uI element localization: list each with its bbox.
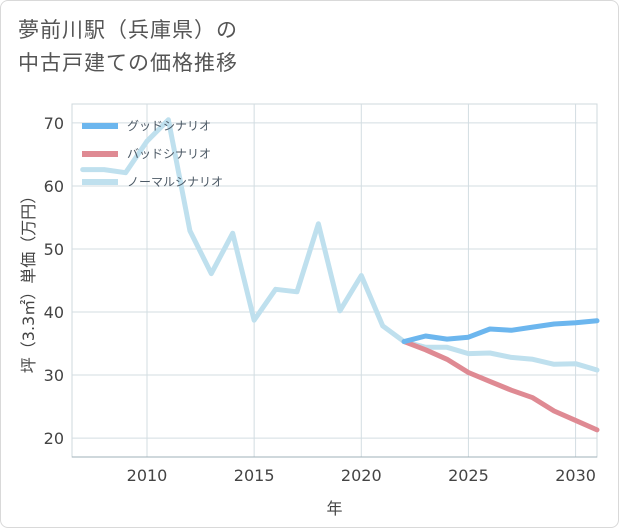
legend-label-2: ノーマルシナリオ	[127, 175, 223, 189]
x-tick-label: 2010	[127, 466, 168, 485]
y-tick-label: 20	[44, 429, 64, 448]
x-axis-label: 年	[326, 499, 342, 518]
x-tick-label: 2020	[341, 466, 382, 485]
grid	[71, 103, 598, 458]
chart-title-line-2: 中古戸建ての価格推移	[18, 51, 238, 75]
series-line-2	[80, 117, 600, 373]
legend-label-1: バッドシナリオ	[127, 147, 211, 161]
series-lines	[80, 117, 600, 433]
y-tick-label: 70	[44, 114, 64, 133]
y-tick-label: 60	[44, 177, 64, 196]
x-tick-label: 2030	[555, 466, 596, 485]
chart-title-line-1: 夢前川駅（兵庫県）の	[18, 18, 238, 42]
y-axis-label: 坪（3.3㎡）単価（万円）	[19, 188, 38, 373]
chart-title: 夢前川駅（兵庫県）の 中古戸建ての価格推移	[18, 14, 238, 80]
x-tick-label: 2025	[448, 466, 489, 485]
series-line-0	[401, 318, 600, 345]
y-tick-label: 30	[44, 366, 64, 385]
y-tick-label: 40	[44, 303, 64, 322]
series-line-1	[401, 339, 600, 433]
y-tick-label: 50	[44, 240, 64, 259]
x-tick-label: 2015	[234, 466, 275, 485]
legend-label-0: グッドシナリオ	[127, 119, 211, 133]
